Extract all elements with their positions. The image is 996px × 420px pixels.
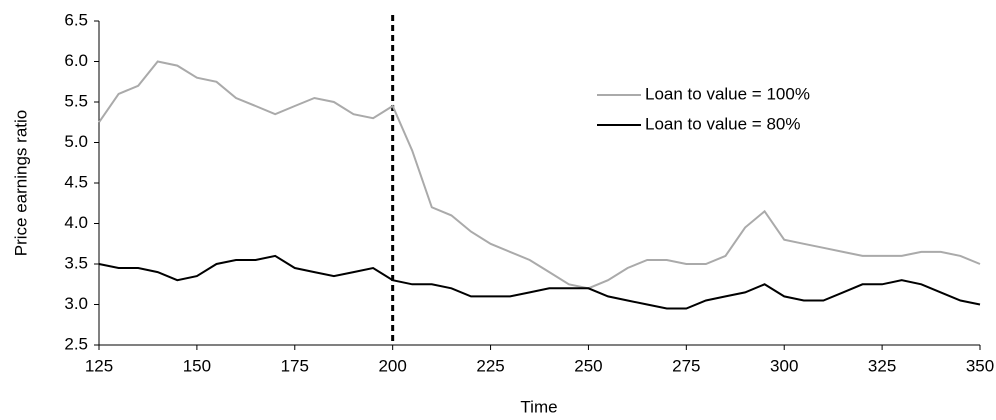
x-tick-label: 325	[868, 356, 896, 375]
series-line	[98, 254, 981, 310]
x-tick-label: 350	[966, 356, 994, 375]
x-tick-label: 125	[85, 356, 113, 375]
y-tick-label: 3.5	[64, 253, 88, 272]
x-tick-label: 250	[574, 356, 602, 375]
x-tick-label: 200	[378, 356, 406, 375]
series-line	[98, 60, 981, 290]
y-tick-label: 4.0	[64, 213, 88, 232]
x-tick-label: 175	[281, 356, 309, 375]
y-tick-label: 4.5	[64, 172, 88, 191]
y-tick-label: 5.0	[64, 132, 88, 151]
x-tick-label: 225	[476, 356, 504, 375]
legend-label: Loan to value = 80%	[645, 114, 800, 133]
y-tick-label: 6.5	[64, 10, 88, 29]
x-tick-label: 300	[770, 356, 798, 375]
x-tick-label: 275	[672, 356, 700, 375]
y-tick-label: 2.5	[64, 334, 88, 353]
y-tick-label: 3.0	[64, 294, 88, 313]
y-tick-label: 6.0	[64, 51, 88, 70]
x-axis-label: Time	[520, 397, 557, 416]
x-tick-label: 150	[183, 356, 211, 375]
y-tick-label: 5.5	[64, 91, 88, 110]
y-axis-label: Price earnings ratio	[11, 110, 30, 256]
legend-label: Loan to value = 100%	[645, 84, 810, 103]
